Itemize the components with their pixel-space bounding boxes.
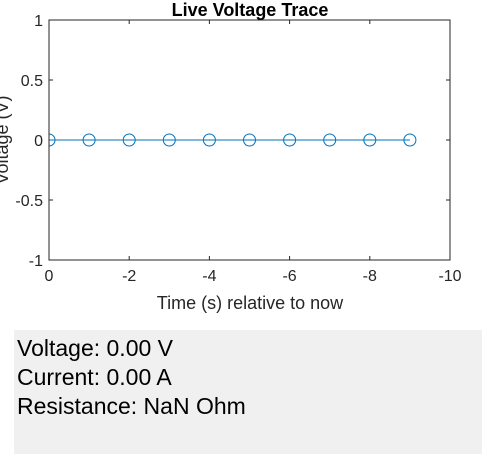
data-point bbox=[202, 133, 216, 147]
data-point bbox=[363, 133, 377, 147]
chart-title: Live Voltage Trace bbox=[172, 0, 329, 20]
data-point bbox=[243, 133, 256, 147]
y-tick-label: 0.5 bbox=[21, 73, 43, 90]
x-tick-label: -6 bbox=[282, 268, 296, 285]
current-readout: Current: 0.00 A bbox=[17, 364, 172, 390]
axes-box bbox=[48, 19, 451, 261]
data-point bbox=[162, 133, 176, 147]
y-tick-label: -1 bbox=[29, 253, 43, 270]
resistance-readout: Resistance: NaN Ohm bbox=[17, 393, 246, 419]
x-tick-label: -10 bbox=[438, 268, 461, 285]
y-tick-label: 1 bbox=[34, 13, 43, 30]
x-tick-label: 0 bbox=[45, 268, 54, 285]
y-tick-label: -0.5 bbox=[15, 193, 43, 210]
voltage-readout: Voltage: 0.00 V bbox=[17, 335, 174, 361]
x-tick-label: -2 bbox=[122, 268, 136, 285]
x-tick-label: -4 bbox=[202, 268, 216, 285]
y-tick-label: 0 bbox=[34, 133, 43, 150]
data-point bbox=[82, 133, 96, 147]
y-axis-label: Voltage (V) bbox=[0, 95, 12, 184]
x-tick-label: -8 bbox=[363, 268, 377, 285]
data-point bbox=[403, 133, 417, 147]
voltage-plot: 0 -2 -4 -6 -8 -10 -1 -0.5 0 0.5 1 Live Voltage Tra… bbox=[0, 0, 462, 313]
x-axis-label: Time (s) relative to now bbox=[157, 293, 344, 313]
data-point bbox=[283, 133, 297, 147]
data-point bbox=[49, 133, 56, 147]
data-point bbox=[323, 133, 337, 147]
data-point bbox=[122, 133, 136, 147]
readout-panel: Voltage: 0.00 V Current: 0.00 A Resistan… bbox=[14, 330, 482, 454]
